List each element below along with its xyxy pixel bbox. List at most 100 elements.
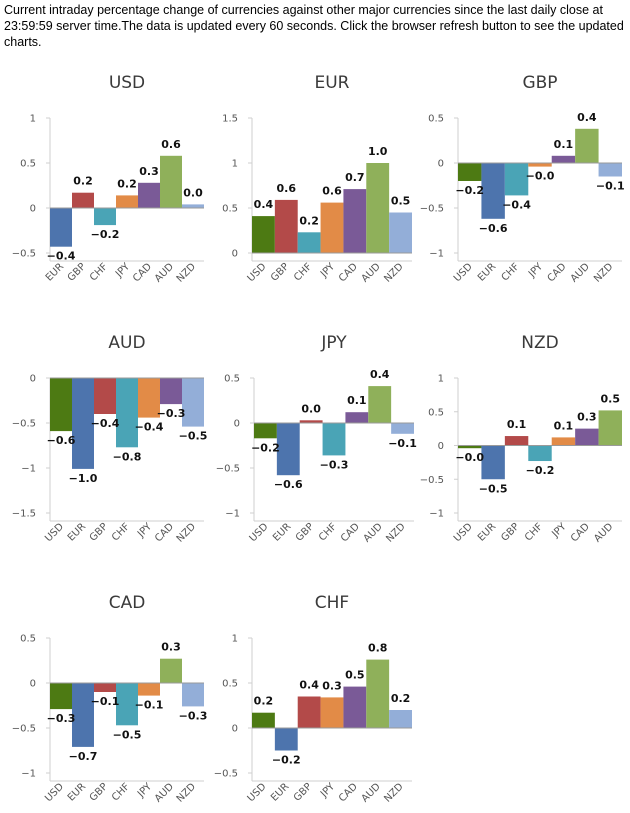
bar-aud <box>575 128 599 163</box>
data-label: 0.4 <box>299 679 319 692</box>
data-label: −0.8 <box>113 450 142 463</box>
bar-jpy <box>138 378 160 418</box>
y-tick-label: −0.5 <box>216 464 240 475</box>
x-tick-label: NZD <box>592 261 616 285</box>
data-label: −0.3 <box>179 709 208 722</box>
bar-cad <box>345 412 369 423</box>
data-label: 0.2 <box>299 214 319 227</box>
y-tick-label: 0 <box>30 374 36 385</box>
bar-eur <box>50 208 72 247</box>
x-tick-label: CAD <box>131 261 154 284</box>
bar-eur <box>72 378 94 469</box>
data-label: 0.2 <box>117 177 137 190</box>
x-tick-label: NZD <box>384 521 408 545</box>
chart-title: EUR <box>315 73 350 93</box>
data-label: 0.0 <box>301 402 321 415</box>
x-tick-label: GBP <box>292 781 314 803</box>
y-tick-label: −0.5 <box>214 769 238 780</box>
data-label: 0.3 <box>322 679 342 692</box>
data-label: −1.0 <box>69 472 98 485</box>
bar-jpy <box>320 202 344 253</box>
data-label: −0.2 <box>455 184 484 197</box>
chart-title: GBP <box>522 73 557 93</box>
bar-cad <box>160 378 182 405</box>
x-tick-label: EUR <box>44 261 66 283</box>
bar-cad <box>138 182 160 208</box>
x-tick-label: NZD <box>382 261 406 285</box>
y-tick-label: 0.5 <box>20 634 36 645</box>
bar-gbp <box>299 420 323 423</box>
chart-jpy: JPY 0.5 0 −0.5 −1 −0.2 −0.6 0.0 −0.3 0.10.4 −0.1 US… <box>216 333 417 545</box>
bar-gbp <box>274 199 298 253</box>
data-label: −0.0 <box>455 451 484 464</box>
x-tick-label: CHF <box>110 521 132 543</box>
y-tick-label: −0.5 <box>12 724 36 735</box>
x-tick-label: USD <box>43 521 66 544</box>
data-label: 0.3 <box>161 641 181 654</box>
data-label: 0.6 <box>161 138 181 151</box>
x-tick-label: EUR <box>476 521 498 543</box>
bar-chf <box>94 208 116 226</box>
bar-usd <box>50 683 72 710</box>
x-tick-label: CAD <box>569 521 592 544</box>
y-tick-label: −1 <box>21 464 36 475</box>
bar-chf <box>116 378 138 448</box>
bar-usd <box>252 216 275 253</box>
y-tick-label: 0.5 <box>222 679 238 690</box>
bar-jpy <box>320 697 344 728</box>
bar-usd <box>50 378 72 432</box>
x-tick-label: USD <box>452 261 475 284</box>
bar-nzd <box>182 683 204 707</box>
data-label: 0.2 <box>73 175 93 188</box>
bar-jpy <box>138 683 160 696</box>
chart-title: JPY <box>320 333 347 353</box>
x-tick-label: USD <box>248 521 271 544</box>
bar-nzd <box>389 212 412 253</box>
chart-title: AUD <box>108 333 145 353</box>
y-tick-label: 1 <box>232 159 238 170</box>
bar-eur <box>481 445 505 480</box>
data-label: 0.6 <box>277 182 297 195</box>
x-tick-label: NZD <box>175 261 199 285</box>
bar-aud <box>368 386 392 423</box>
y-tick-label: 1.5 <box>222 114 238 125</box>
x-tick-label: CAD <box>153 521 176 544</box>
bar-gbp <box>94 683 116 692</box>
y-tick-label: −1 <box>225 509 240 520</box>
x-tick-label: CAD <box>337 781 360 804</box>
x-tick-label: CHF <box>317 521 339 543</box>
data-label: −0.2 <box>272 754 301 767</box>
data-label: −0.6 <box>274 478 303 491</box>
x-tick-label: EUR <box>66 781 88 803</box>
x-tick-label: NZD <box>382 781 406 805</box>
data-label: −0.5 <box>479 482 508 495</box>
data-label: 0.4 <box>370 368 390 381</box>
bar-eur <box>274 728 298 751</box>
data-label: 1.0 <box>368 145 388 158</box>
chart-nzd: NZD10.50−0.5−1−0.0−0.50.1−0.20.10.30.5US… <box>420 333 622 545</box>
x-tick-label: GBP <box>66 261 88 283</box>
x-tick-label: AUD <box>153 781 176 804</box>
data-label: 0.4 <box>254 198 274 211</box>
y-tick-label: 0 <box>232 249 238 260</box>
data-label: −0.0 <box>526 170 555 183</box>
y-tick-label: 0 <box>232 724 238 735</box>
x-tick-label: GBP <box>88 781 110 803</box>
data-label: 0.0 <box>183 186 203 199</box>
x-tick-label: CHF <box>292 261 314 283</box>
data-label: 0.5 <box>601 392 621 405</box>
x-tick-label: JPY <box>135 521 155 541</box>
bar-eur <box>481 163 505 219</box>
data-label: 0.3 <box>577 411 597 424</box>
data-label: 0.2 <box>254 695 274 708</box>
y-tick-label: −0.5 <box>420 475 444 486</box>
data-label: −0.6 <box>47 434 76 447</box>
x-tick-label: GBP <box>88 521 110 543</box>
bar-chf <box>528 445 552 462</box>
x-tick-label: JPY <box>135 781 155 801</box>
x-tick-label: EUR <box>66 521 88 543</box>
data-label: 0.1 <box>554 138 574 151</box>
y-tick-label: −1 <box>21 769 36 780</box>
bar-gbp <box>504 436 529 446</box>
